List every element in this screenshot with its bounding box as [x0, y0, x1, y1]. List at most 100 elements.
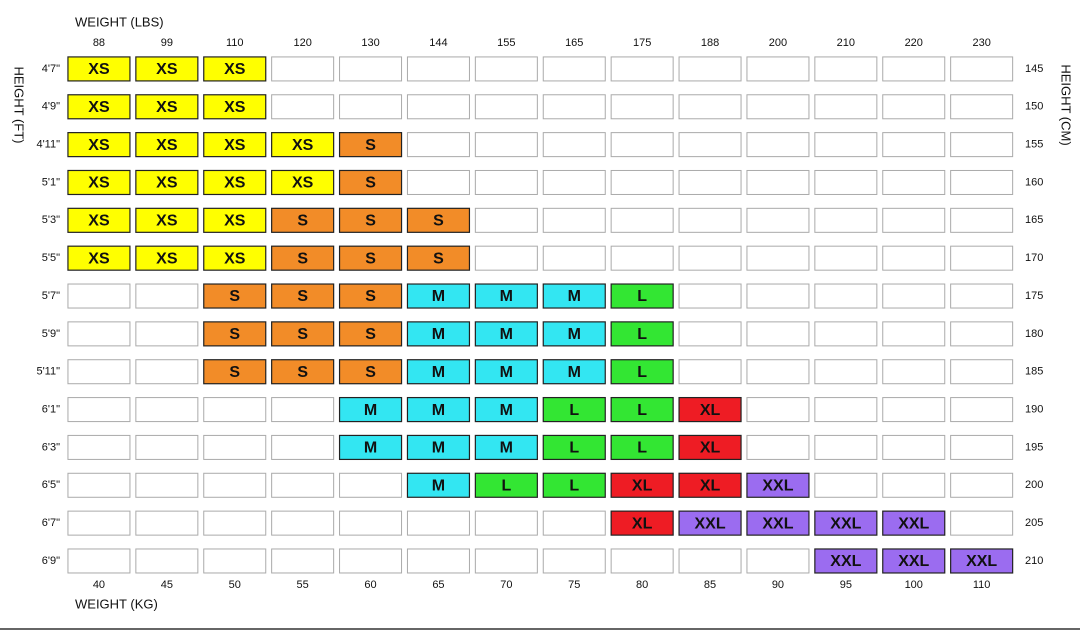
cm-label: 205 — [1025, 517, 1043, 529]
size-cell — [882, 132, 946, 158]
size-label: S — [433, 213, 444, 230]
size-cell — [746, 434, 810, 460]
kg-label: 70 — [500, 579, 512, 591]
size-label: S — [365, 326, 376, 343]
size-cell — [610, 434, 674, 461]
size-cell — [271, 245, 335, 271]
size-cell — [950, 132, 1014, 158]
size-cell — [950, 283, 1014, 309]
size-cell — [135, 94, 199, 120]
size-cell — [406, 434, 471, 461]
size-cell — [203, 472, 267, 498]
size-cell — [542, 548, 606, 574]
size-label: XXL — [830, 553, 861, 570]
size-cell — [338, 283, 403, 309]
lbs-label: 88 — [93, 37, 105, 49]
lbs-label: 230 — [972, 37, 990, 49]
size-label: M — [432, 477, 445, 494]
cm-label: 180 — [1025, 328, 1043, 340]
size-label: L — [637, 326, 647, 343]
kg-label: 80 — [636, 579, 648, 591]
size-cell — [271, 169, 335, 196]
size-cell — [814, 359, 878, 385]
size-label: XS — [224, 61, 246, 78]
size-cell — [950, 510, 1014, 536]
size-cell — [474, 359, 538, 385]
size-cell — [339, 472, 403, 498]
size-cell — [474, 472, 538, 498]
ft-label: 6'1" — [42, 403, 60, 415]
size-cell — [474, 207, 538, 233]
size-cell — [950, 94, 1014, 120]
size-cell — [67, 434, 131, 460]
size-cell — [678, 472, 742, 498]
size-cell — [950, 397, 1014, 423]
size-cell — [678, 283, 742, 309]
size-cell — [746, 169, 810, 195]
size-label: S — [229, 364, 240, 381]
size-cell — [882, 56, 946, 82]
size-cell — [814, 434, 878, 460]
size-label: L — [569, 440, 579, 457]
size-cell — [610, 359, 674, 385]
size-cell — [610, 510, 674, 536]
size-label: M — [500, 326, 513, 343]
size-label: M — [364, 402, 377, 419]
size-label: XS — [88, 175, 110, 192]
size-label: XXL — [762, 477, 793, 494]
size-label: S — [297, 364, 308, 381]
kg-label: 90 — [772, 579, 784, 591]
size-cell — [339, 56, 403, 82]
size-cell — [406, 396, 471, 423]
lbs-label: 155 — [497, 37, 515, 49]
kg-label: 110 — [973, 579, 991, 591]
kg-label: 55 — [297, 579, 309, 591]
size-cell — [203, 397, 267, 423]
size-cell — [406, 321, 471, 347]
size-label: XS — [224, 213, 246, 230]
size-cell — [338, 245, 403, 271]
size-label: XS — [156, 61, 178, 78]
size-cell — [135, 56, 199, 82]
size-cell — [950, 472, 1014, 498]
kg-label: 85 — [704, 579, 716, 591]
lbs-label: 188 — [701, 37, 719, 49]
size-cell — [746, 397, 810, 423]
size-cell — [882, 359, 946, 385]
size-label: M — [432, 402, 445, 419]
size-cell — [610, 132, 674, 158]
size-cell — [542, 245, 606, 271]
size-label: XS — [292, 175, 314, 192]
lbs-label: 120 — [293, 37, 311, 49]
size-label: XS — [224, 137, 246, 154]
size-cell — [67, 510, 131, 536]
size-label: M — [568, 326, 581, 343]
size-cell — [339, 510, 403, 536]
kg-label: 100 — [905, 579, 923, 591]
kg-label: 65 — [432, 579, 444, 591]
size-cell — [814, 207, 878, 233]
size-cell — [882, 245, 946, 271]
size-cell — [882, 169, 946, 195]
size-cell — [135, 359, 199, 385]
size-cell — [474, 94, 538, 120]
size-cell — [474, 548, 538, 574]
size-cell — [610, 245, 674, 271]
size-cell — [678, 207, 742, 233]
size-label: XS — [156, 250, 178, 267]
size-label: S — [229, 288, 240, 305]
kg-label: 50 — [229, 579, 241, 591]
size-cell — [678, 396, 742, 423]
size-cell — [882, 472, 946, 498]
size-label: XS — [156, 175, 178, 192]
size-label: S — [365, 137, 376, 154]
size-cell — [678, 94, 742, 120]
size-label: S — [365, 213, 376, 230]
cm-label: 165 — [1025, 214, 1043, 226]
size-label: M — [432, 288, 445, 305]
size-cell — [950, 359, 1014, 385]
size-cell — [746, 245, 810, 271]
size-cell — [338, 321, 403, 347]
top-axis-label: WEIGHT (LBS) — [75, 14, 164, 29]
